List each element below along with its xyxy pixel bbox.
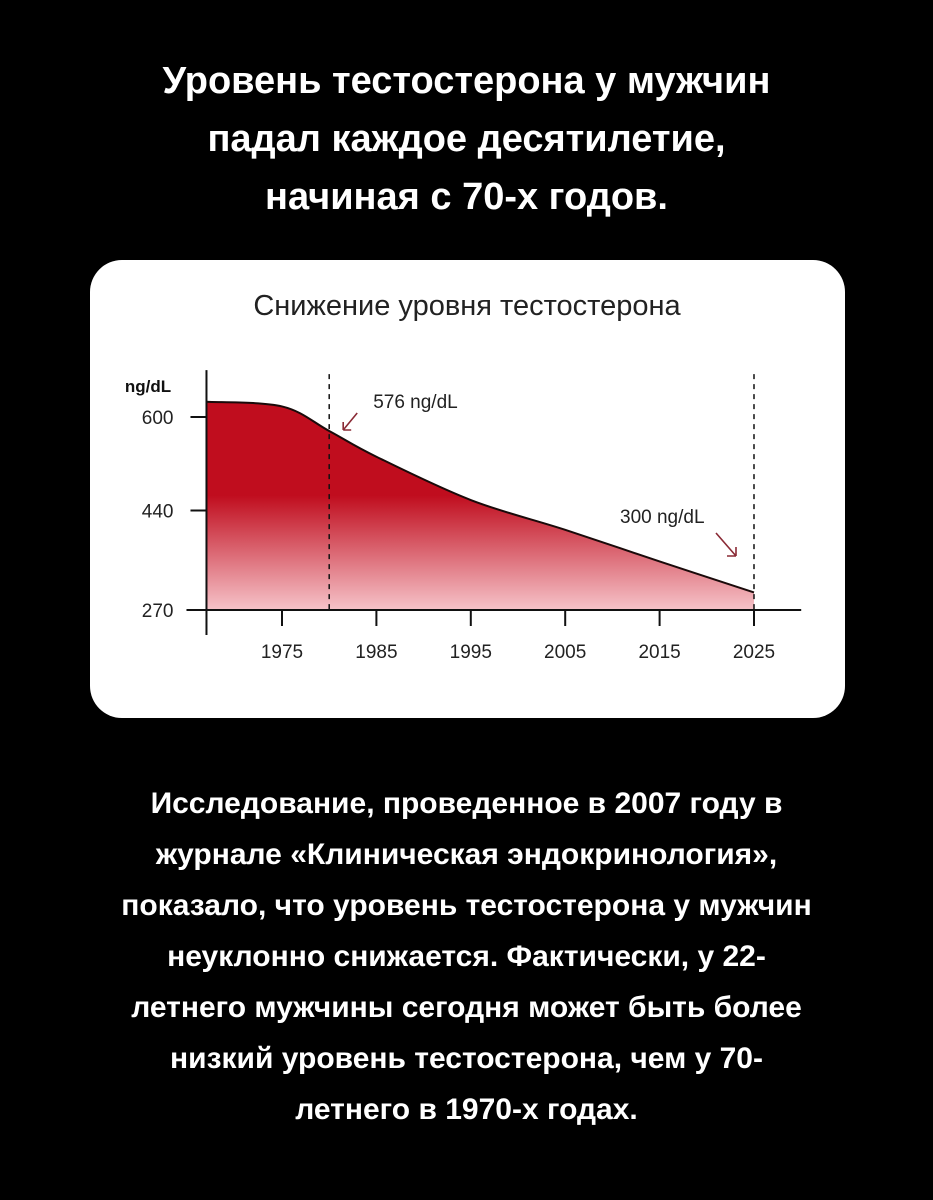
y-tick-label: 600 [142, 408, 174, 429]
annotation-label: 576 ng/dL [373, 392, 458, 413]
x-tick-label: 2015 [638, 642, 680, 663]
y-tick-label: 270 [142, 601, 174, 622]
body-text: Исследование, проведенное в 2007 году в … [40, 778, 893, 1135]
headline-line: падал каждое десятилетие, [207, 118, 726, 160]
body-line: низкий уровень тестостерона, чем у 70- [170, 1042, 763, 1075]
area-fill [206, 401, 755, 610]
series-line [206, 400, 755, 594]
y-tick-label: 440 [142, 502, 174, 523]
chart-card: Снижение уровня тестостерона ng/dL 270 44… [90, 260, 845, 718]
headline: Уровень тестостерона у мужчин падал кажд… [0, 52, 933, 226]
body-line: неуклонно снижается. Фактически, у 22- [167, 940, 766, 973]
body-line: показало, что уровень тестостерона у муж… [121, 889, 812, 922]
x-tick-label: 1975 [261, 642, 303, 663]
x-tick-label: 2025 [733, 642, 775, 663]
testosterone-chart: Снижение уровня тестостерона ng/dL 270 44… [125, 290, 802, 663]
x-tick-label: 1995 [450, 642, 492, 663]
y-axis-label: ng/dL [125, 377, 171, 396]
x-tick-label: 2005 [544, 642, 586, 663]
body-line: Исследование, проведенное в 2007 году в [150, 787, 783, 820]
annotation-label: 300 ng/dL [620, 507, 705, 528]
arrow-icon [715, 532, 737, 557]
body-line: летнего мужчины сегодня может быть более [131, 991, 802, 1024]
body-line: журнале «Клиническая эндокринология», [155, 838, 778, 871]
chart-title: Снижение уровня тестостерона [253, 290, 681, 322]
arrow-icon [342, 412, 358, 431]
body-line: летнего в 1970-х годах. [295, 1093, 638, 1126]
headline-line: Уровень тестостерона у мужчин [162, 60, 771, 102]
headline-line: начиная с 70-х годов. [265, 176, 668, 218]
x-tick-label: 1985 [355, 642, 397, 663]
